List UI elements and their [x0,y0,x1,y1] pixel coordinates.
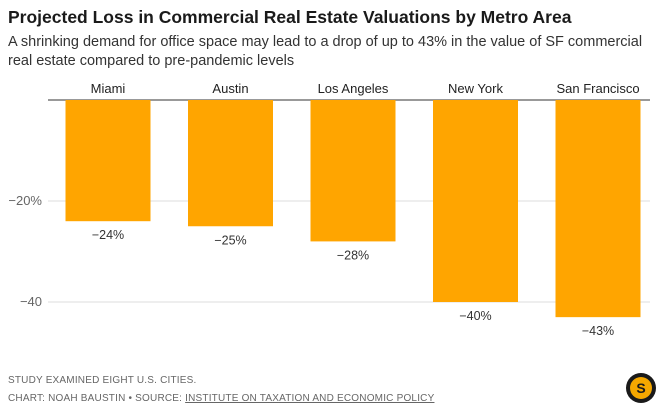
category-label: New York [448,81,503,96]
bar [555,100,641,318]
category-label: San Francisco [556,81,639,96]
credit-text: Chart: Noah Baustin • Source: [8,393,186,404]
data-label: −40% [459,309,491,323]
logo-letter: S [630,377,652,399]
bar [433,100,518,302]
bar [310,100,396,242]
data-label: −43% [582,324,614,338]
category-label: Miami [91,81,126,96]
footer-note: Study examined eight U.S. cities. [8,375,197,386]
bar [65,100,151,222]
chart-subtitle: A shrinking demand for office space may … [8,34,643,69]
category-label: Austin [212,81,248,96]
source-link[interactable]: Institute on Taxation and Economic Polic… [185,393,435,404]
chart-title: Projected Loss in Commercial Real Estate… [8,7,572,27]
data-label: −24% [92,228,124,242]
category-label: Los Angeles [318,81,389,96]
data-label: −25% [214,233,246,247]
y-tick-label: −40 [20,294,42,309]
data-label: −28% [337,248,369,262]
footer-credit: Chart: Noah Baustin • Source: Institute … [8,393,434,404]
publisher-logo[interactable]: S [626,373,656,403]
y-tick-label: −20% [8,193,42,208]
bar [188,100,273,227]
